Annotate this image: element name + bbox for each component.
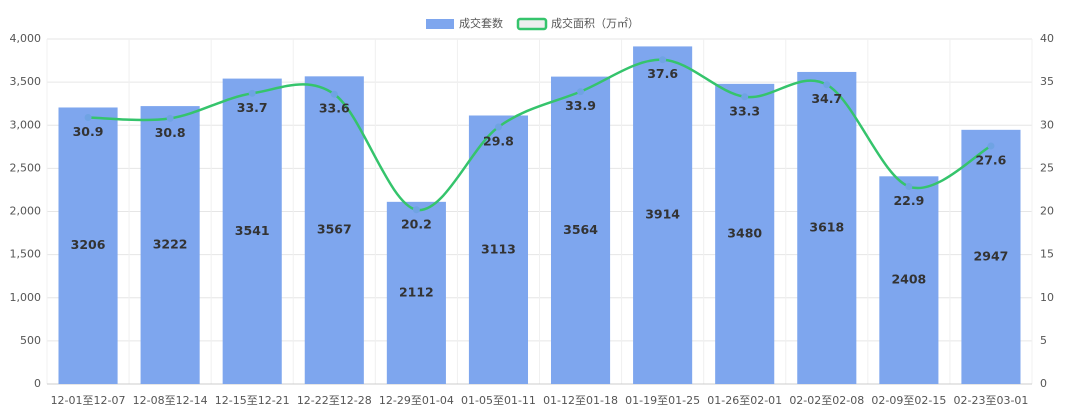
- y2-tick-label: 0: [1040, 377, 1047, 390]
- bar: [140, 106, 200, 384]
- x-tick-label: 02-23至03-01: [953, 394, 1028, 407]
- bar: [222, 78, 282, 385]
- line-value-label: 33.7: [237, 100, 268, 115]
- bar-value-label: 3480: [727, 225, 762, 240]
- x-tick-label: 12-08至12-14: [133, 394, 208, 407]
- bar: [715, 83, 775, 384]
- y2-tick-label: 40: [1040, 32, 1054, 45]
- y2-tick-label: 5: [1040, 334, 1047, 347]
- legend-swatch: [516, 17, 548, 31]
- line-point: [905, 182, 913, 190]
- line-point: [823, 81, 831, 89]
- bar: [879, 176, 939, 384]
- bar-value-label: 3222: [153, 237, 188, 252]
- x-tick-label: 12-01至12-07: [51, 394, 126, 407]
- line-value-label: 33.3: [729, 103, 760, 118]
- y-tick-label: 3,000: [10, 118, 42, 131]
- bar: [304, 76, 364, 384]
- y2-tick-label: 35: [1040, 75, 1054, 88]
- line-value-label: 33.6: [319, 101, 350, 116]
- line-value-label: 30.9: [73, 124, 104, 139]
- legend-label: 成交面积（万㎡）: [551, 16, 639, 30]
- x-tick-label: 01-26至02-01: [707, 394, 782, 407]
- y-tick-label: 500: [20, 334, 41, 347]
- y-tick-label: 2,500: [10, 161, 42, 174]
- bar: [633, 46, 693, 384]
- y-tick-label: 3,500: [10, 75, 42, 88]
- bar-value-label: 2112: [399, 284, 434, 299]
- bar: [386, 201, 446, 384]
- line-point: [412, 206, 420, 214]
- x-tick-label: 01-19至01-25: [625, 394, 700, 407]
- bar-value-label: 3206: [71, 237, 106, 252]
- legend-label: 成交套数: [459, 16, 503, 30]
- x-tick-label: 12-29至01-04: [379, 394, 454, 407]
- line-value-label: 29.8: [483, 133, 514, 148]
- bar: [961, 129, 1021, 384]
- x-tick-label: 02-02至02-08: [789, 394, 864, 407]
- y-tick-label: 4,000: [10, 32, 42, 45]
- bar: [58, 107, 118, 385]
- bar-value-label: 2408: [891, 272, 926, 287]
- y-tick-label: 2,000: [10, 205, 42, 218]
- line-value-label: 37.6: [647, 66, 678, 81]
- line-point: [494, 123, 502, 131]
- y2-tick-label: 30: [1040, 118, 1054, 131]
- y2-tick-label: 10: [1040, 291, 1054, 304]
- x-tick-label: 02-09至02-15: [871, 394, 946, 407]
- y2-tick-label: 20: [1040, 205, 1054, 218]
- line-point: [248, 89, 256, 97]
- line-value-label: 20.2: [401, 216, 432, 231]
- x-tick-label: 01-05至01-11: [461, 394, 536, 407]
- line-value-label: 33.9: [565, 98, 596, 113]
- bar: [797, 71, 857, 384]
- line-point: [577, 88, 585, 96]
- line-value-label: 34.7: [811, 91, 842, 106]
- line-value-label: 22.9: [893, 193, 924, 208]
- bar-value-label: 3567: [317, 222, 352, 237]
- y-tick-label: 0: [34, 377, 41, 390]
- line-point: [741, 93, 749, 101]
- bar: [550, 76, 611, 384]
- line-point: [84, 113, 92, 121]
- bar-value-label: 3113: [481, 241, 516, 256]
- bar-value-label: 3914: [645, 207, 680, 222]
- bar: [468, 115, 529, 384]
- x-tick-label: 01-12至01-18: [543, 394, 618, 407]
- line-point: [659, 56, 667, 64]
- bar-value-label: 3618: [809, 219, 844, 234]
- line-point: [330, 90, 338, 98]
- line-point: [987, 142, 995, 150]
- y2-tick-label: 25: [1040, 161, 1054, 174]
- legend-swatch: [426, 19, 454, 29]
- line-value-label: 30.8: [155, 125, 186, 140]
- bar-value-label: 3564: [563, 222, 598, 237]
- line-value-label: 27.6: [976, 152, 1007, 167]
- line-point: [166, 114, 174, 122]
- y2-tick-label: 15: [1040, 248, 1054, 261]
- y-tick-label: 1,500: [10, 248, 42, 261]
- bar-value-label: 2947: [974, 248, 1009, 263]
- y-tick-label: 1,000: [10, 291, 42, 304]
- x-tick-label: 12-15至12-21: [215, 394, 290, 407]
- x-tick-label: 12-22至12-28: [297, 394, 372, 407]
- bar-value-label: 3541: [235, 223, 270, 238]
